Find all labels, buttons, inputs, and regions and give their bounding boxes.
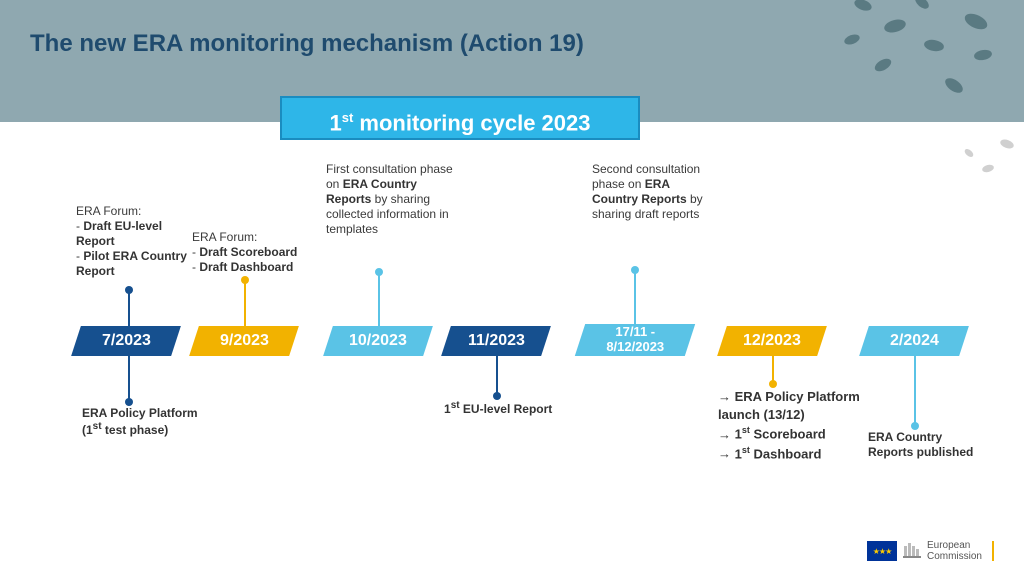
connector-dot (375, 268, 383, 276)
connector (634, 270, 636, 324)
timeline: 7/2023 ERA Forum:- Draft EU-level Report-… (0, 0, 1024, 576)
connector-dot (769, 380, 777, 388)
timeline-tag: 9/2023 (189, 326, 299, 356)
connector-dot (911, 422, 919, 430)
timeline-date: 11/2023 (468, 326, 525, 356)
timeline-date: 17/11 -8/12/2023 (606, 324, 664, 354)
timeline-tag: 7/2023 (71, 326, 181, 356)
connector-dot (125, 398, 133, 406)
note-above: ERA Forum:- Draft EU-level Report- Pilot… (76, 204, 196, 279)
ec-logo-text: European Commission (927, 540, 982, 562)
connector (244, 280, 246, 326)
timeline-date: 10/2023 (349, 326, 407, 356)
ec-logo-line1: European (927, 540, 982, 551)
timeline-tag: 2/2024 (859, 326, 969, 356)
timeline-tag: 12/2023 (717, 326, 827, 356)
timeline-tag: 10/2023 (323, 326, 433, 356)
timeline-date: 7/2023 (102, 326, 151, 356)
timeline-tag: 17/11 -8/12/2023 (575, 324, 695, 356)
ec-logo-bar (992, 541, 994, 561)
arrow-list-item: 1st Scoreboard (718, 424, 868, 444)
ec-building-icon (903, 540, 921, 562)
note-above: ERA Forum:- Draft Scoreboard- Draft Dash… (192, 230, 312, 275)
note-above: First consultation phase on ERA Country … (326, 162, 456, 237)
timeline-date: 9/2023 (220, 326, 269, 356)
connector (772, 356, 774, 384)
ec-logo-line2: Commission (927, 551, 982, 562)
connector-dot (125, 286, 133, 294)
arrow-list-item: ERA Policy Platform launch (13/12) (718, 388, 868, 424)
note-below: ERA Country Reports published (868, 430, 988, 460)
ec-logo: ★★★ European Commission (867, 540, 994, 562)
timeline-tag: 11/2023 (441, 326, 551, 356)
connector (496, 356, 498, 396)
timeline-date: 12/2023 (743, 326, 801, 356)
note-below: ERA Policy Platform (1st test phase) (82, 406, 202, 438)
connector (378, 272, 380, 326)
note-below: 1st EU-level Report (444, 400, 554, 417)
connector (128, 356, 130, 402)
note-above: Second consultation phase on ERA Country… (592, 162, 712, 222)
connector (128, 290, 130, 326)
connector-dot (241, 276, 249, 284)
connector-dot (493, 392, 501, 400)
note-arrow-list: ERA Policy Platform launch (13/12)1st Sc… (718, 388, 868, 463)
connector-dot (631, 266, 639, 274)
eu-flag-icon: ★★★ (867, 541, 897, 561)
connector (914, 356, 916, 426)
arrow-list-item: 1st Dashboard (718, 444, 868, 464)
timeline-date: 2/2024 (890, 326, 939, 356)
